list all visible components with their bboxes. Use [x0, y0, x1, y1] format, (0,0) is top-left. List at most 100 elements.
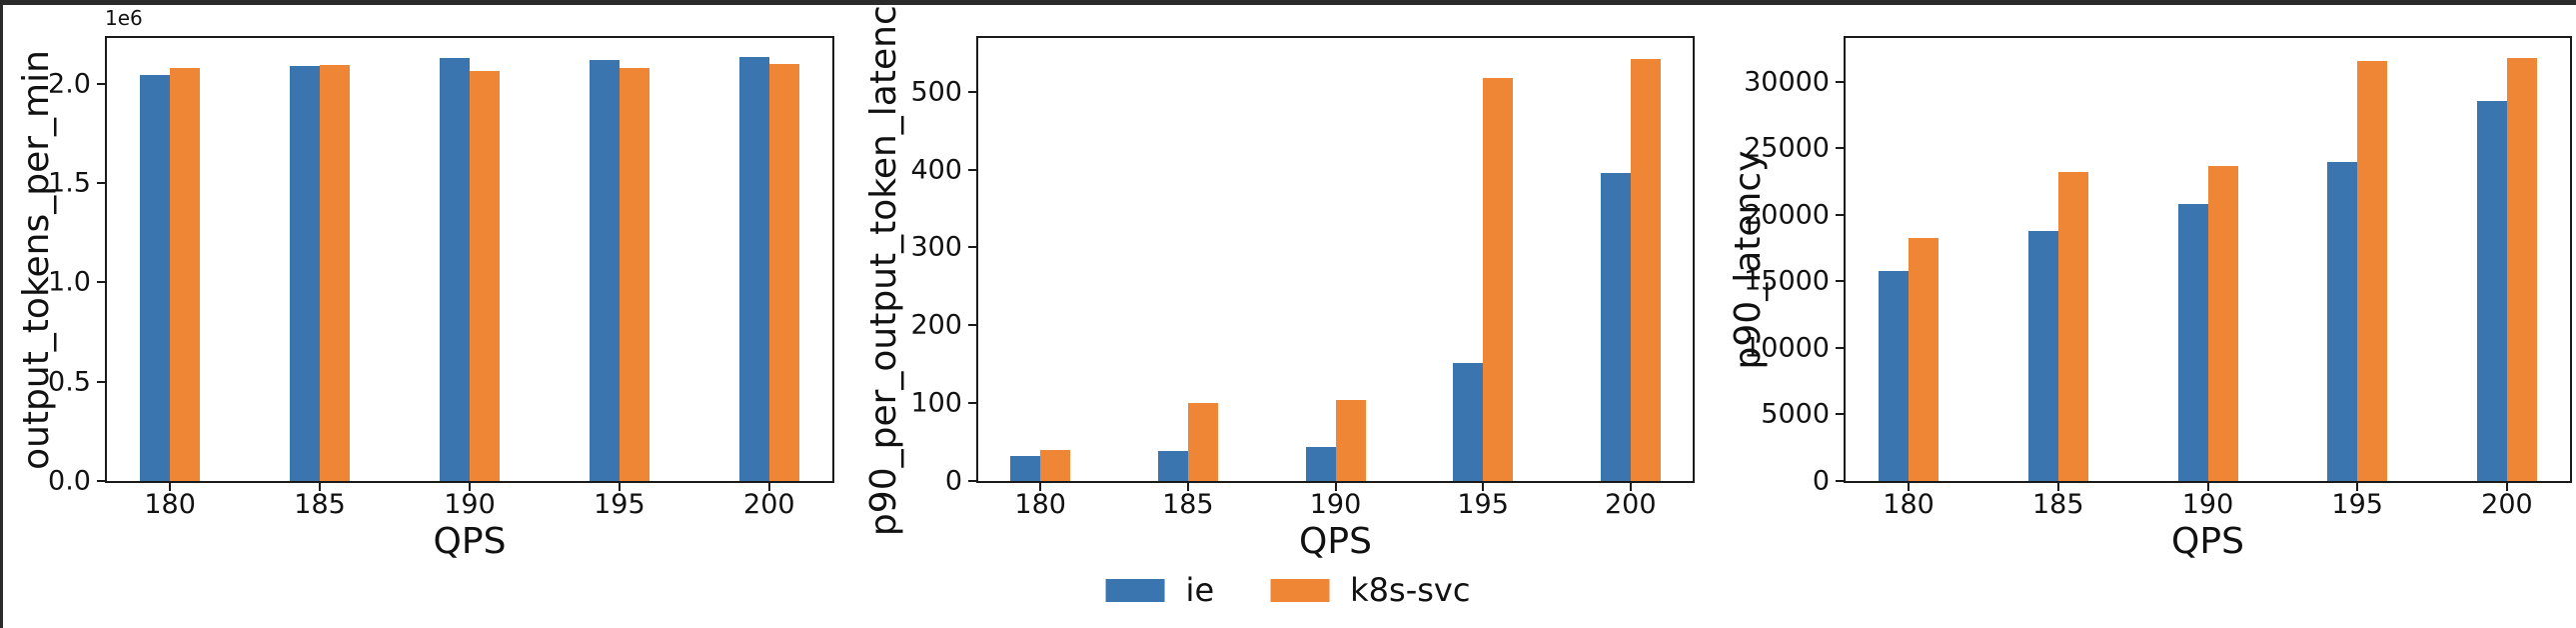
bar-k8s-svc-qps-195 [2357, 60, 2388, 481]
y-tick-label: 200 [910, 309, 962, 341]
x-axis-label: QPS [2171, 521, 2244, 562]
legend: ie k8s-svc [1105, 571, 1470, 609]
x-tick-label: 180 [1014, 489, 1066, 520]
bar-k8s-svc-qps-190 [470, 70, 500, 481]
y-tick-label: 0 [944, 465, 962, 497]
y-tick-label: 500 [910, 76, 962, 108]
bar-k8s-svc-qps-200 [2506, 57, 2537, 481]
bar-k8s-svc-qps-190 [2207, 165, 2238, 481]
x-tick-mark [767, 483, 770, 491]
x-tick-mark [1186, 483, 1189, 491]
y-tick-mark [1836, 280, 1844, 283]
bar-ie-qps-200 [2476, 100, 2507, 481]
y-tick-mark [968, 246, 976, 249]
bar-ie-qps-180 [1879, 270, 1910, 481]
y-tick-mark [97, 82, 105, 85]
y-tick-mark [1836, 147, 1844, 150]
y-tick-mark [968, 324, 976, 327]
bar-ie-qps-185 [290, 65, 321, 481]
y-tick-label: 20000 [1744, 199, 1830, 231]
x-tick-mark [2206, 483, 2209, 491]
x-tick-mark [169, 483, 172, 491]
x-tick-label: 200 [1605, 489, 1657, 520]
x-tick-label: 190 [1309, 489, 1362, 520]
y-tick-label: 25000 [1744, 132, 1830, 164]
y-tick-label: 1.0 [48, 266, 91, 298]
x-tick-label: 200 [743, 489, 795, 520]
plot-area: 0.0 0.5 1.0 1.5 2.0 180 185 190 195 200 [48, 36, 834, 518]
bar-k8s-svc-qps-200 [1630, 59, 1661, 481]
x-tick-label: 180 [1883, 489, 1934, 520]
x-tick-label: 190 [444, 489, 496, 520]
bar-k8s-svc-qps-195 [619, 67, 649, 481]
y-tick-mark [1836, 213, 1844, 216]
y-tick-label: 5000 [1761, 398, 1830, 430]
bar-ie-qps-190 [440, 57, 470, 481]
legend-label-ie: ie [1185, 571, 1215, 609]
x-tick-mark [1039, 483, 1042, 491]
y-tick-mark [97, 281, 105, 284]
y-axis-label: output_tokens_per_min [16, 49, 57, 470]
x-tick-label: 195 [2331, 489, 2383, 520]
x-tick-mark [319, 483, 322, 491]
y-tick-mark [968, 402, 976, 405]
bar-ie-qps-180 [1010, 456, 1041, 481]
y-tick-mark [1836, 413, 1844, 416]
y-tick-mark [97, 480, 105, 482]
y-tick-mark [1836, 346, 1844, 349]
bar-ie-qps-185 [1157, 451, 1188, 481]
subplot-p90-per-output-token-latency: p90_per_output_token_latency 0 100 200 300 4… [863, 0, 1695, 560]
x-tick-label: 195 [1457, 489, 1509, 520]
x-tick-mark [2356, 483, 2359, 491]
y-tick-label: 0.0 [48, 465, 91, 497]
plot-area: 0 100 200 300 400 500 180 185 190 195 200 [910, 36, 1695, 518]
y-axis-offset-text: 1e6 [105, 6, 143, 30]
x-tick-mark [618, 483, 621, 491]
bar-ie-qps-190 [1305, 446, 1336, 481]
bar-k8s-svc-qps-185 [320, 64, 351, 481]
x-axis-label: QPS [1299, 521, 1372, 562]
bar-ie-qps-195 [589, 59, 620, 481]
y-tick-label: 15000 [1744, 265, 1830, 297]
bar-k8s-svc-qps-190 [1335, 400, 1366, 481]
bar-k8s-svc-qps-180 [1909, 237, 1939, 481]
y-tick-label: 30000 [1744, 66, 1830, 98]
y-tick-label: 0.5 [48, 366, 91, 398]
y-tick-mark [968, 480, 976, 482]
subplot-p90-latency: p90_latency 0 5000 10000 15000 20000 25000 300… [1728, 36, 2572, 560]
x-axis-label: QPS [433, 521, 507, 562]
bar-ie-qps-200 [738, 56, 769, 481]
x-tick-mark [469, 483, 471, 491]
y-tick-mark [968, 90, 976, 93]
x-tick-label: 200 [2481, 489, 2533, 520]
x-tick-mark [1334, 483, 1337, 491]
bar-k8s-svc-qps-200 [768, 63, 799, 481]
x-tick-label: 185 [294, 489, 346, 520]
bar-k8s-svc-qps-180 [1040, 449, 1071, 481]
bar-ie-qps-195 [2327, 161, 2358, 481]
bar-k8s-svc-qps-185 [2057, 172, 2088, 481]
y-tick-mark [97, 182, 105, 185]
y-tick-label: 400 [910, 154, 962, 186]
x-tick-label: 185 [2032, 489, 2084, 520]
bar-ie-qps-200 [1600, 172, 1631, 481]
bar-ie-qps-195 [1453, 362, 1484, 481]
y-tick-label: 10000 [1744, 332, 1830, 364]
y-tick-label: 100 [910, 387, 962, 419]
y-tick-mark [968, 168, 976, 171]
x-tick-label: 185 [1162, 489, 1214, 520]
x-tick-label: 190 [2181, 489, 2234, 520]
x-tick-mark [2056, 483, 2059, 491]
screen-frame-left [0, 0, 3, 628]
plot-area: 0 5000 10000 15000 20000 25000 30000 180 185 190 1… [1744, 36, 2572, 518]
y-tick-label: 1.5 [48, 167, 91, 199]
x-tick-mark [1629, 483, 1632, 491]
y-tick-label: 0 [1812, 465, 1830, 497]
x-tick-mark [1482, 483, 1485, 491]
x-tick-label: 195 [594, 489, 645, 520]
y-axis-label: p90_per_output_token_latency [863, 0, 904, 536]
x-tick-mark [2505, 483, 2508, 491]
y-tick-mark [1836, 480, 1844, 482]
legend-swatch-ie [1105, 578, 1165, 602]
bar-k8s-svc-qps-180 [170, 67, 201, 481]
